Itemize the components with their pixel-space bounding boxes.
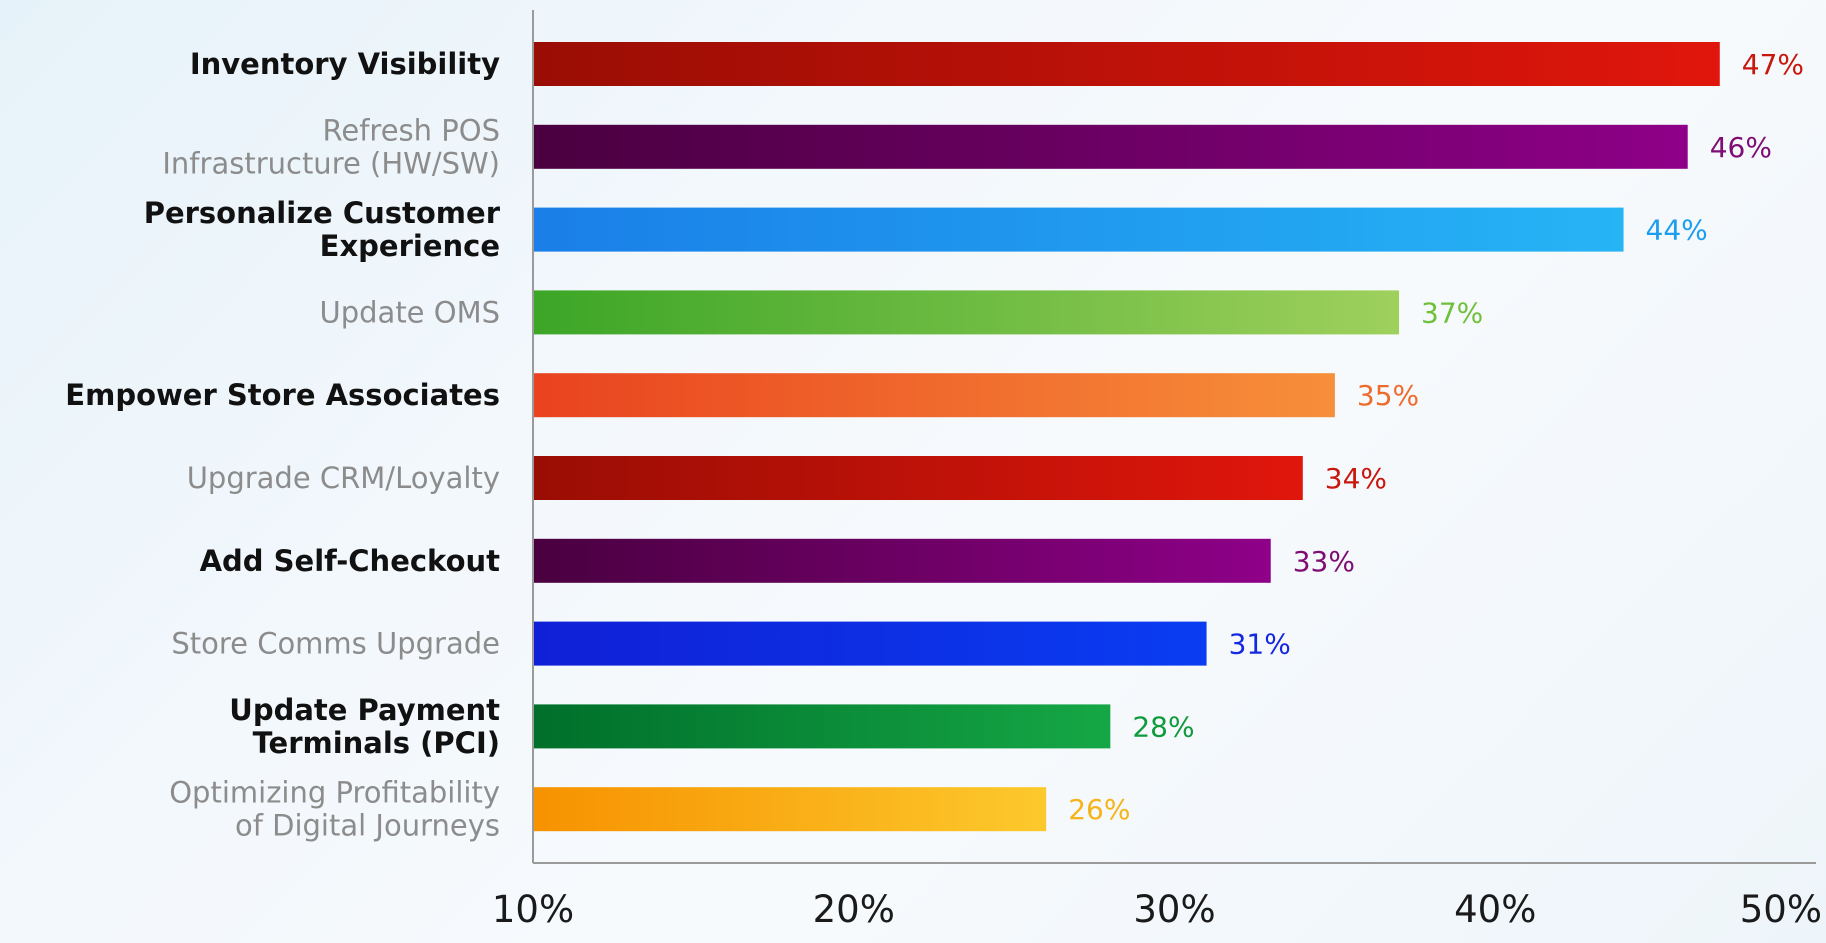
bar-2: [534, 124, 1688, 169]
category-label-2: Refresh POS Infrastructure (HW/SW): [162, 113, 500, 180]
value-label-6: 34%: [1325, 462, 1387, 495]
bar-8: [534, 621, 1207, 666]
category-label-9: Update Payment Terminals (PCI): [229, 693, 500, 760]
category-label-10: Optimizing Profitability of Digital Journ…: [169, 776, 500, 843]
bar-10: [534, 787, 1047, 832]
x-tick-label-2: 20%: [813, 888, 895, 931]
bar-3: [534, 207, 1624, 252]
value-label-10: 26%: [1068, 793, 1130, 826]
bar-1: [534, 42, 1720, 86]
category-label-7: Add Self-Checkout: [200, 544, 501, 578]
bar-9: [534, 704, 1111, 749]
value-label-7: 33%: [1293, 545, 1355, 578]
x-tick-label-1: 10%: [492, 888, 574, 931]
category-label-4: Update OMS: [320, 295, 501, 329]
value-label-4: 37%: [1421, 296, 1483, 329]
category-label-8: Store Comms Upgrade: [171, 627, 500, 661]
value-label-8: 31%: [1229, 628, 1291, 661]
x-tick-label-3: 30%: [1133, 888, 1215, 931]
bar-6: [534, 456, 1303, 500]
value-label-2: 46%: [1710, 131, 1772, 164]
category-label-1: Inventory Visibility: [190, 47, 500, 81]
value-label-3: 44%: [1646, 214, 1708, 247]
x-tick-labels: 10% 20% 30% 40% 50%: [492, 888, 1822, 931]
bar-4: [534, 290, 1400, 335]
x-tick-label-5: 50%: [1740, 888, 1822, 931]
axes: [532, 10, 1816, 864]
category-label-3: Personalize Customer Experience: [144, 196, 501, 263]
value-label-5: 35%: [1357, 379, 1419, 412]
x-tick-label-4: 40%: [1454, 888, 1536, 931]
bar-7: [534, 538, 1271, 583]
category-label-5: Empower Store Associates: [65, 378, 500, 412]
category-labels: Inventory Visibility Refresh POS Infrastru…: [65, 47, 500, 843]
bars-layer: [534, 42, 1720, 832]
value-label-9: 28%: [1132, 710, 1194, 743]
value-labels: 47% 46% 44% 37% 35% 34% 33% 31% 28% 26%: [1068, 48, 1804, 826]
category-label-6: Upgrade CRM/Loyalty: [187, 461, 500, 495]
bar-5: [534, 373, 1335, 418]
value-label-1: 47%: [1742, 48, 1804, 81]
